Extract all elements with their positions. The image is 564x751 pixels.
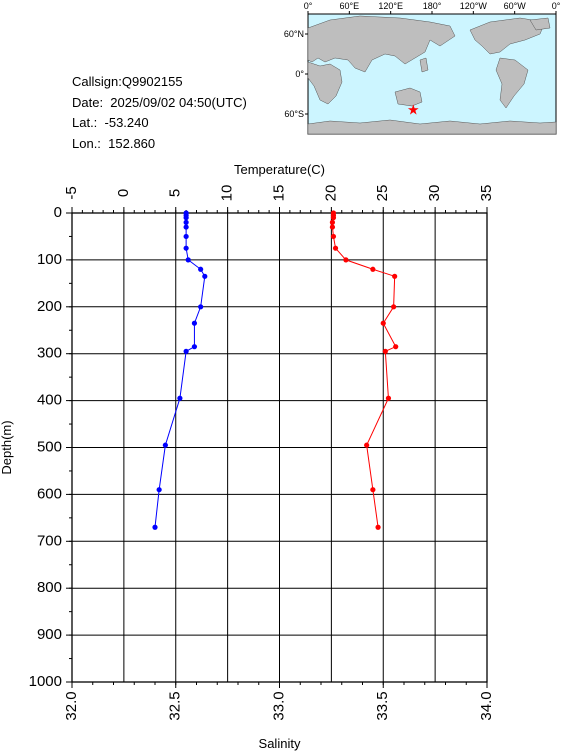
salinity-point — [198, 266, 204, 272]
temperature-point — [343, 257, 349, 263]
map-axis-labels: 0° 60°E 120°E 180° 120°W 60°W 0° 60°N 0° 60°S — [284, 1, 561, 119]
temperature-axis-label: Temperature(C) — [234, 162, 325, 177]
temperature-point — [375, 524, 381, 530]
salinity-point — [152, 524, 158, 530]
chart-series — [152, 210, 399, 530]
salinity-axis-label: Salinity — [259, 736, 301, 751]
map-lon-label: 0° — [304, 1, 313, 11]
temperature-point — [391, 304, 397, 310]
map-lon-label: 60°E — [340, 1, 360, 11]
temperature-tick-label: 5 — [167, 189, 184, 197]
temperature-point — [370, 266, 376, 272]
temperature-tick-label: 10 — [219, 185, 236, 202]
chart-ticks — [66, 207, 488, 688]
depth-tick-label: 300 — [37, 345, 62, 362]
depth-tick-label: 200 — [37, 298, 62, 315]
salinity-point — [185, 257, 191, 263]
temperature-tick-label: 25 — [374, 185, 391, 202]
salinity-point — [191, 320, 198, 326]
salinity-point — [183, 245, 189, 251]
temperature-point — [330, 233, 337, 240]
temperature-point — [364, 442, 370, 448]
temperature-point — [382, 348, 388, 354]
salinity-tick-label: 32.5 — [167, 691, 184, 720]
depth-tick-label: 100 — [37, 251, 62, 268]
chart-grid — [71, 212, 488, 683]
temperature-tick-label: 35 — [478, 185, 495, 202]
temperature-tick-label: 30 — [426, 185, 443, 202]
temperature-point — [392, 273, 398, 279]
temperature-point — [380, 320, 386, 326]
salinity-tick-label: 34.0 — [478, 691, 495, 720]
temperature-point — [393, 344, 399, 350]
salinity-tick-label: 32.0 — [63, 691, 80, 720]
salinity-point — [198, 304, 204, 310]
salinity-point — [202, 273, 208, 279]
salinity-point — [183, 233, 189, 240]
temperature-point — [329, 224, 336, 230]
salinity-tick-label: 33.5 — [374, 691, 391, 720]
map-location-marker: ★ — [407, 101, 420, 117]
map-lon-label: 0° — [552, 1, 561, 11]
map-lat-label: 60°S — [284, 109, 304, 119]
salinity-point — [177, 395, 183, 401]
temperature-tick-label: 15 — [270, 185, 287, 202]
map-land — [307, 15, 557, 135]
map-lat-label: 60°N — [284, 29, 304, 39]
depth-tick-label: 0 — [54, 204, 62, 221]
salinity-point — [183, 219, 189, 225]
longitude-text: Lon.: 152.860 — [72, 135, 156, 151]
depth-tick-label: 900 — [37, 626, 62, 643]
temperature-tick-label: 20 — [322, 185, 339, 202]
map-lon-label: 180° — [423, 1, 442, 11]
depth-tick-label: 700 — [37, 532, 62, 549]
depth-tick-label: 500 — [37, 438, 62, 455]
salinity-tick-label: 33.0 — [270, 691, 287, 720]
depth-tick-label: 1000 — [29, 673, 62, 690]
salinity-point — [183, 215, 189, 221]
map-lat-label: 0° — [295, 69, 304, 79]
temperature-point — [330, 215, 337, 221]
temperature-point — [329, 219, 336, 225]
salinity-point — [156, 487, 162, 493]
temperature-tick-label: 0 — [115, 189, 132, 197]
temperature-tick-label: -5 — [63, 186, 80, 199]
depth-tick-label: 400 — [37, 392, 62, 409]
temperature-point — [332, 245, 339, 251]
salinity-point — [183, 224, 189, 230]
salinity-point — [183, 348, 189, 354]
map-lon-label: 120°E — [378, 1, 403, 11]
temperature-point — [370, 487, 376, 493]
salinity-point — [191, 344, 198, 350]
depth-tick-label: 800 — [37, 579, 62, 596]
location-map: 0° 60°E 120°E 180° 120°W 60°W 0° 60°N 0° 60°S ★ — [284, 1, 561, 135]
map-lon-label: 60°W — [504, 1, 527, 11]
callsign-text: Callsign:Q9902155 — [72, 74, 183, 89]
temperature-point — [385, 395, 392, 401]
salinity-point — [162, 442, 168, 448]
map-lon-label: 120°W — [460, 1, 488, 11]
float-info: Callsign:Q9902155 Date: 2025/09/02 04:50… — [72, 72, 247, 154]
date-text: Date: 2025/09/02 04:50(UTC) — [72, 94, 247, 110]
depth-axis-label: Depth(m) — [0, 420, 14, 474]
depth-tick-label: 600 — [37, 485, 62, 502]
latitude-text: Lat.: -53.240 — [72, 115, 149, 130]
